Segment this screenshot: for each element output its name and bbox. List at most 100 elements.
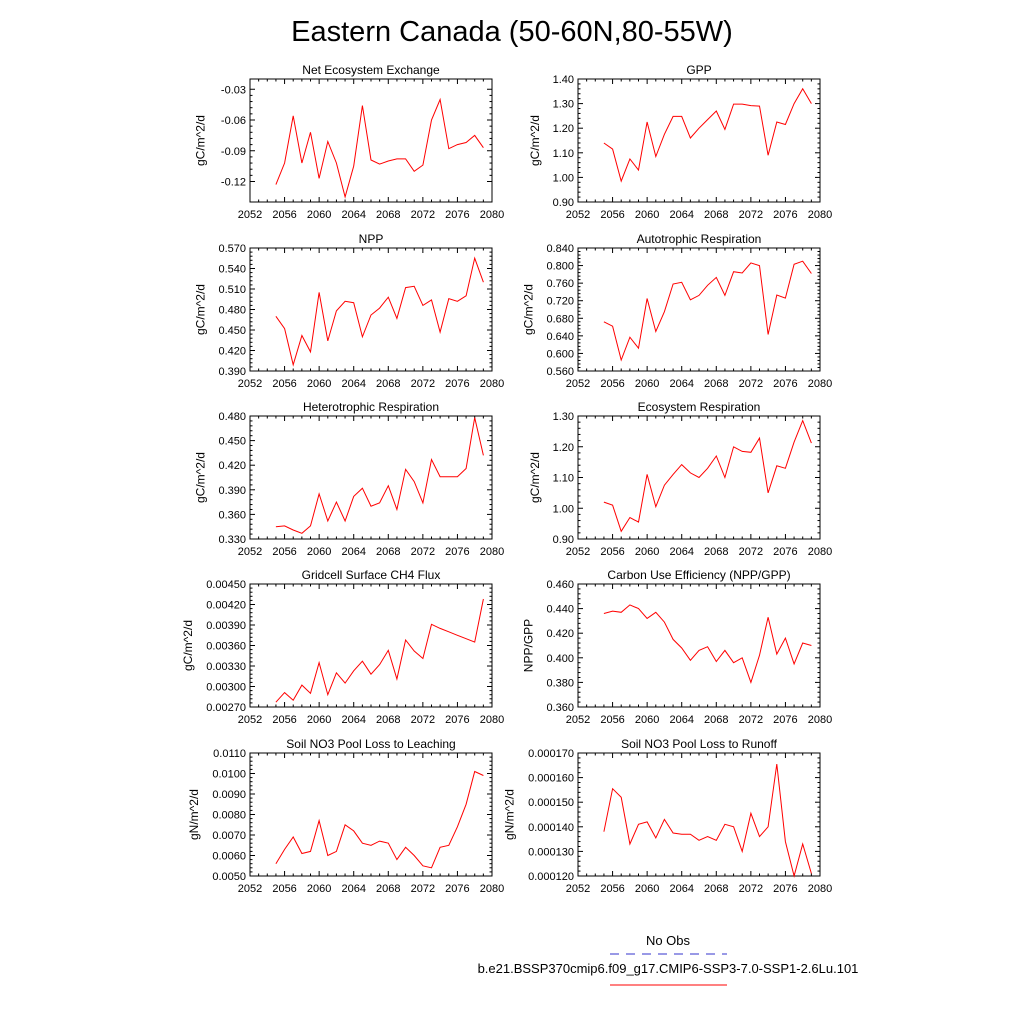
x-tick-label: 2052 <box>566 714 590 726</box>
y-tick-label: -0.03 <box>221 84 246 96</box>
y-tick-label: 0.000160 <box>528 773 574 785</box>
x-tick-label: 2064 <box>341 546 365 558</box>
x-tick-label: 2060 <box>635 546 659 558</box>
y-tick-label: 1.40 <box>553 74 574 86</box>
y-tick-label: 0.000140 <box>528 822 574 834</box>
y-tick-label: 0.800 <box>546 261 574 273</box>
x-tick-label: 2068 <box>376 714 400 726</box>
panel-1: GPP 2052 2056 2060 2064 2068 2072 2076 2080 0.90 1… <box>528 63 832 221</box>
y-tick-label: 0.00360 <box>206 641 246 653</box>
x-tick-label: 2076 <box>445 209 469 221</box>
x-tick-label: 2056 <box>272 378 296 390</box>
y-tick-label: 1.20 <box>553 123 574 135</box>
x-tick-label: 2060 <box>307 883 331 895</box>
series-line <box>275 598 484 703</box>
x-tick-label: 2068 <box>376 883 400 895</box>
panel-6: Gridcell Surface CH4 Flux 2052 2056 2060 206… <box>181 568 504 726</box>
y-tick-label: 0.0090 <box>212 789 246 801</box>
series-line <box>275 770 484 869</box>
series-line <box>603 764 812 878</box>
x-tick-label: 2064 <box>669 883 693 895</box>
x-tick-label: 2064 <box>341 209 365 221</box>
panel-8: Soil NO3 Pool Loss to Leaching 2052 2056 20… <box>187 737 504 895</box>
x-tick-label: 2080 <box>808 546 832 558</box>
y-tick-label: 0.450 <box>218 436 246 448</box>
plot-frame <box>577 78 821 203</box>
series-line <box>603 87 812 183</box>
x-tick-label: 2064 <box>669 378 693 390</box>
y-tick-label: -0.09 <box>221 146 246 158</box>
y-tick-label: 0.000130 <box>528 846 574 858</box>
x-tick-label: 2052 <box>566 883 590 895</box>
y-tick-label: -0.12 <box>221 177 246 189</box>
y-tick-label: 0.0080 <box>212 810 246 822</box>
x-tick-label: 2076 <box>773 546 797 558</box>
plot-frame <box>577 583 821 708</box>
panel-title: Ecosystem Respiration <box>638 400 761 414</box>
x-tick-label: 2052 <box>238 883 262 895</box>
y-axis-label: gC/m^2/d <box>528 115 542 166</box>
x-tick-label: 2060 <box>635 883 659 895</box>
panel-title: Gridcell Surface CH4 Flux <box>302 568 441 582</box>
x-tick-label: 2056 <box>600 714 624 726</box>
legend-model-label: b.e21.BSSP370cmip6.f09_g17.CMIP6-SSP3-7.… <box>478 961 859 976</box>
y-tick-label: 0.000150 <box>528 797 574 809</box>
plot-frame <box>249 78 493 203</box>
y-tick-label: 0.00420 <box>206 600 246 612</box>
x-tick-label: 2076 <box>445 714 469 726</box>
legend-obs-label: No Obs <box>646 933 691 948</box>
plot-frame <box>249 583 493 708</box>
series-line <box>275 256 484 367</box>
y-tick-label: 0.0110 <box>213 748 246 760</box>
x-tick-label: 2076 <box>773 378 797 390</box>
x-tick-label: 2080 <box>808 378 832 390</box>
x-tick-label: 2056 <box>600 209 624 221</box>
y-tick-label: 0.390 <box>218 485 246 497</box>
series-line <box>275 97 484 199</box>
y-tick-label: 0.00390 <box>206 620 246 632</box>
x-tick-label: 2068 <box>704 883 728 895</box>
x-tick-label: 2056 <box>272 714 296 726</box>
y-axis-label: gC/m^2/d <box>194 284 208 335</box>
y-tick-label: 0.000170 <box>528 748 574 760</box>
x-tick-label: 2076 <box>773 883 797 895</box>
panel-title: Autotrophic Respiration <box>637 232 762 246</box>
y-tick-label: 0.00450 <box>206 579 246 591</box>
panel-grid: Net Ecosystem Exchange 2052 2056 2060 2064 20… <box>181 63 832 895</box>
y-tick-label: 0.400 <box>546 653 574 665</box>
y-tick-label: 1.10 <box>553 473 574 485</box>
x-tick-label: 2052 <box>566 209 590 221</box>
y-tick-label: 0.000120 <box>528 871 574 883</box>
series-line <box>603 419 812 533</box>
x-tick-label: 2072 <box>411 378 435 390</box>
x-tick-label: 2064 <box>669 546 693 558</box>
panel-5: Ecosystem Respiration 2052 2056 2060 2064 206… <box>528 400 832 558</box>
x-tick-label: 2076 <box>445 883 469 895</box>
figure-title: Eastern Canada (50-60N,80-55W) <box>291 16 733 48</box>
x-tick-label: 2072 <box>411 546 435 558</box>
y-tick-label: 1.10 <box>553 148 574 160</box>
x-tick-label: 2064 <box>341 714 365 726</box>
y-tick-label: 0.90 <box>553 197 574 209</box>
y-tick-label: 0.360 <box>218 509 246 521</box>
x-tick-label: 2080 <box>480 546 504 558</box>
x-tick-label: 2064 <box>341 378 365 390</box>
x-tick-label: 2072 <box>739 209 763 221</box>
y-axis-label: gN/m^2/d <box>187 789 201 840</box>
y-axis-label: gC/m^2/d <box>522 284 536 335</box>
panel-title: GPP <box>686 63 711 77</box>
panel-title: Soil NO3 Pool Loss to Runoff <box>621 737 778 751</box>
x-tick-label: 2072 <box>739 378 763 390</box>
y-tick-label: 0.420 <box>218 346 246 358</box>
x-tick-label: 2052 <box>238 546 262 558</box>
y-tick-label: 0.420 <box>218 460 246 472</box>
y-tick-label: 1.20 <box>553 442 574 454</box>
y-tick-label: 0.360 <box>546 702 574 714</box>
panel-title: Carbon Use Efficiency (NPP/GPP) <box>607 568 790 582</box>
panel-title: Net Ecosystem Exchange <box>302 63 440 77</box>
x-tick-label: 2064 <box>341 883 365 895</box>
panel-2: NPP 2052 2056 2060 2064 2068 2072 2076 2080 0.390… <box>194 232 505 390</box>
panel-title: Heterotrophic Respiration <box>303 400 439 414</box>
y-tick-label: 0.640 <box>546 331 574 343</box>
